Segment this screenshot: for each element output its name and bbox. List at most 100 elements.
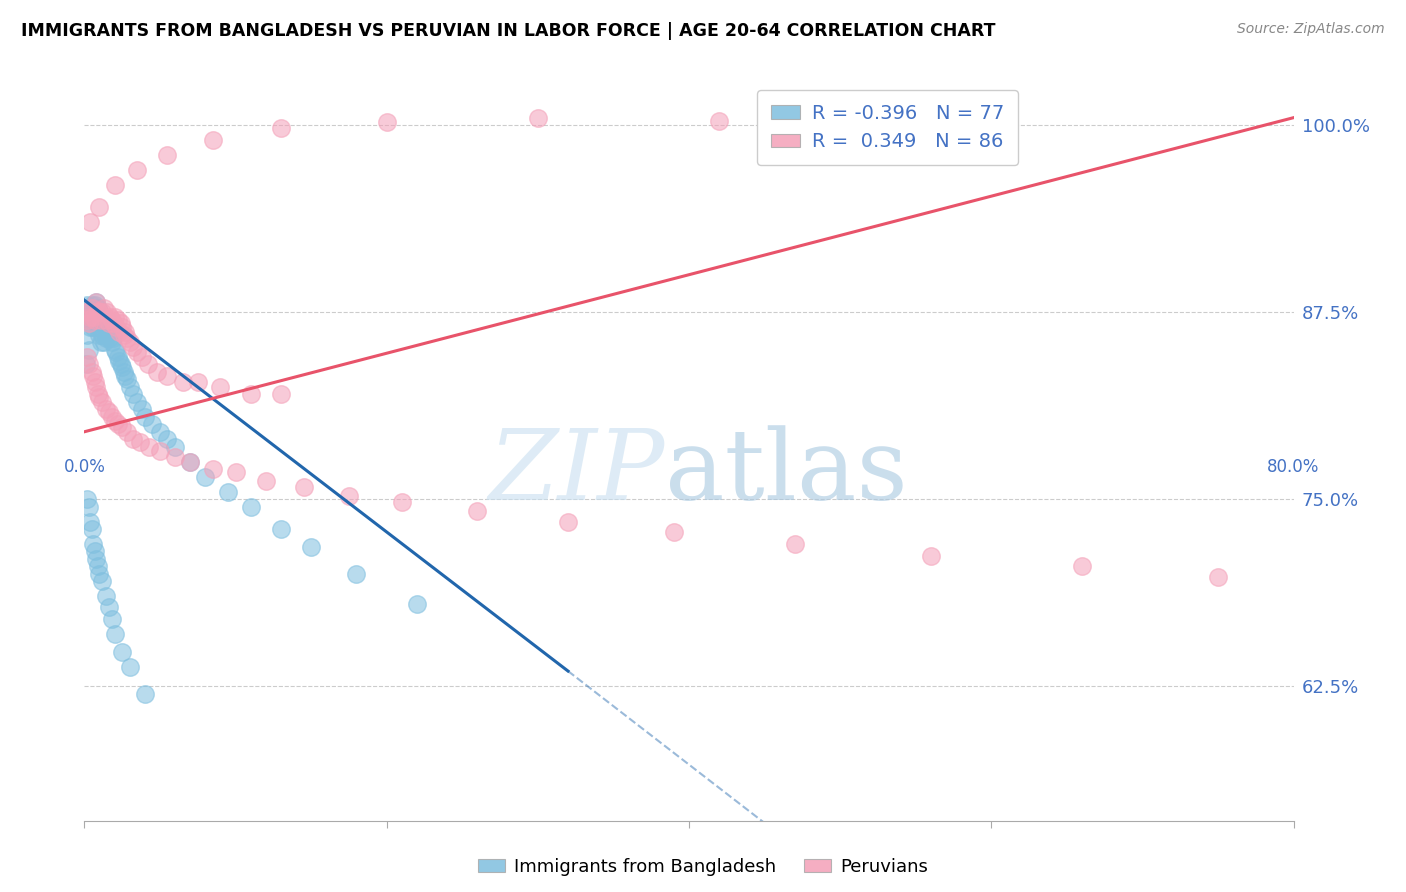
Point (187, 376, 209, 390)
Point (80, 312, 103, 326)
Point (104, 343, 127, 357)
Point (98, 325, 121, 339)
Point (91, 305, 114, 319)
Point (94, 402, 117, 417)
Point (93, 301, 115, 315)
Point (127, 163, 149, 178)
Point (156, 369, 179, 384)
Point (75, 358, 97, 372)
Point (112, 365, 135, 379)
Point (87, 559, 110, 574)
Point (111, 320, 134, 334)
Point (79, 515, 101, 529)
Text: 80.0%: 80.0% (1267, 458, 1320, 475)
Point (209, 380, 232, 394)
Point (82, 310, 104, 324)
Point (114, 369, 136, 384)
Point (136, 358, 159, 372)
Point (80, 365, 103, 379)
Point (115, 330, 138, 344)
Point (118, 380, 141, 394)
Point (79, 320, 101, 334)
Point (89, 327, 111, 342)
Point (112, 327, 135, 342)
Point (783, 537, 806, 551)
Point (107, 350, 129, 364)
Point (86, 294, 108, 309)
Legend: R = -0.396   N = 77, R =  0.349   N = 86: R = -0.396 N = 77, R = 0.349 N = 86 (758, 90, 1018, 165)
Point (91, 327, 114, 342)
Point (84, 544, 107, 558)
Point (89, 566, 111, 581)
Point (76, 298, 98, 312)
Point (134, 409, 156, 424)
Point (709, 113, 731, 128)
Point (115, 372, 138, 386)
Point (406, 597, 429, 611)
Point (82, 320, 104, 334)
Point (375, 115, 398, 129)
Point (118, 334, 141, 349)
Point (76, 327, 98, 342)
Point (121, 387, 143, 401)
Point (89, 201, 111, 215)
Point (121, 339, 143, 353)
Point (80, 301, 103, 315)
Point (920, 549, 942, 563)
Point (110, 316, 132, 330)
Point (93, 334, 115, 349)
Point (165, 450, 187, 465)
Point (194, 469, 217, 483)
Point (904, 118, 927, 132)
Point (141, 417, 163, 432)
Point (94, 589, 117, 603)
Point (270, 387, 292, 401)
Point (100, 334, 122, 349)
Point (94, 330, 117, 344)
Point (557, 515, 579, 529)
Point (77, 312, 100, 326)
Point (179, 455, 201, 469)
Point (98, 310, 121, 324)
Point (104, 626, 127, 640)
Point (90, 312, 112, 326)
Point (90, 334, 112, 349)
Point (82, 537, 104, 551)
Point (87, 301, 110, 315)
Point (84, 298, 107, 312)
Point (156, 148, 179, 162)
Point (100, 409, 122, 424)
Point (149, 444, 172, 458)
Point (1071, 559, 1094, 574)
Point (91, 395, 114, 409)
Text: atlas: atlas (665, 425, 907, 521)
Point (149, 425, 172, 439)
Point (138, 440, 160, 454)
Text: Source: ZipAtlas.com: Source: ZipAtlas.com (1237, 22, 1385, 37)
Point (156, 432, 179, 446)
Point (97, 316, 120, 330)
Point (82, 369, 104, 384)
Point (77, 500, 100, 514)
Point (105, 345, 128, 359)
Point (97, 405, 120, 419)
Point (89, 390, 111, 404)
Point (131, 402, 153, 417)
Point (121, 432, 143, 446)
Point (101, 330, 124, 344)
Point (201, 462, 224, 476)
Point (94, 320, 117, 334)
Point (179, 455, 201, 469)
Point (82, 305, 104, 319)
Point (100, 312, 122, 326)
Point (299, 540, 322, 554)
Point (127, 395, 149, 409)
Point (76, 350, 98, 364)
Point (96, 305, 118, 319)
Point (114, 325, 136, 339)
Point (84, 312, 107, 326)
Point (96, 327, 118, 342)
Point (104, 414, 127, 428)
Point (80, 522, 103, 536)
Point (172, 376, 194, 390)
